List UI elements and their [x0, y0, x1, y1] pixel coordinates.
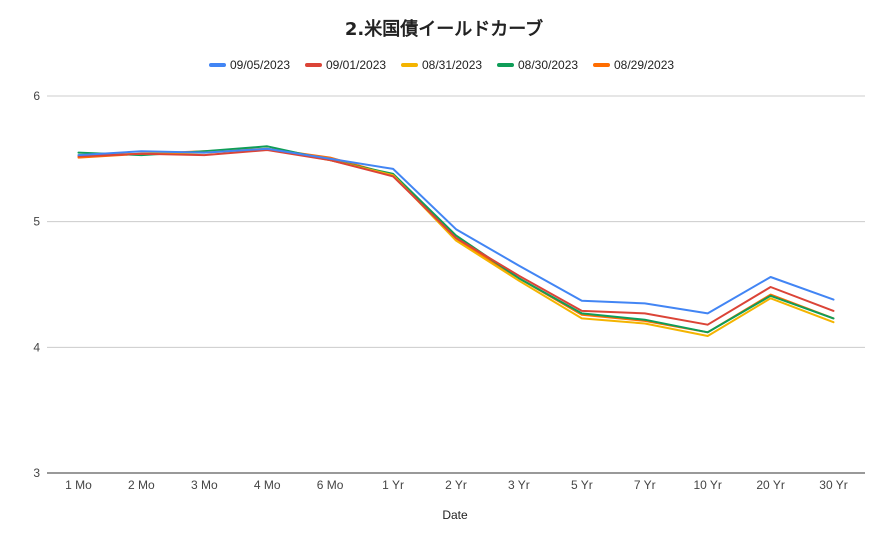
x-tick-label: 6 Mo — [317, 478, 344, 492]
x-tick-label: 10 Yr — [693, 478, 721, 492]
legend: 09/05/2023 09/01/2023 08/31/2023 08/30/2023… — [209, 58, 674, 72]
x-tick-label: 1 Mo — [65, 478, 92, 492]
series-line — [77, 147, 835, 315]
legend-label: 09/05/2023 — [230, 58, 290, 72]
gridlines — [47, 95, 865, 474]
series-line — [77, 147, 835, 337]
x-tick-label: 30 Yr — [819, 478, 847, 492]
x-tick-label: 3 Mo — [191, 478, 218, 492]
legend-label: 08/30/2023 — [518, 58, 578, 72]
x-axis-ticks: 1 Mo 2 Mo 3 Mo 4 Mo 6 Mo 1 Yr 2 Yr 3 Yr 5 Yr 7 Yr… — [65, 478, 848, 492]
series-line — [77, 145, 835, 334]
x-tick-label: 1 Yr — [382, 478, 404, 492]
y-axis-ticks: 3 4 5 6 — [33, 89, 40, 480]
x-tick-label: 20 Yr — [756, 478, 784, 492]
x-tick-label: 2 Mo — [128, 478, 155, 492]
legend-label: 08/31/2023 — [422, 58, 482, 72]
legend-label: 09/01/2023 — [326, 58, 386, 72]
y-tick-label: 5 — [33, 215, 40, 229]
series-lines — [77, 145, 835, 337]
series-line — [77, 149, 835, 326]
y-tick-label: 3 — [33, 466, 40, 480]
x-tick-label: 7 Yr — [634, 478, 656, 492]
x-axis-title: Date — [442, 508, 468, 522]
x-tick-label: 5 Yr — [571, 478, 593, 492]
x-tick-label: 2 Yr — [445, 478, 467, 492]
x-tick-label: 4 Mo — [254, 478, 281, 492]
y-tick-label: 6 — [33, 89, 40, 103]
x-tick-label: 3 Yr — [508, 478, 530, 492]
chart-title: 2.米国債イールドカーブ — [345, 18, 543, 40]
y-tick-label: 4 — [33, 340, 40, 354]
legend-label: 08/29/2023 — [614, 58, 674, 72]
